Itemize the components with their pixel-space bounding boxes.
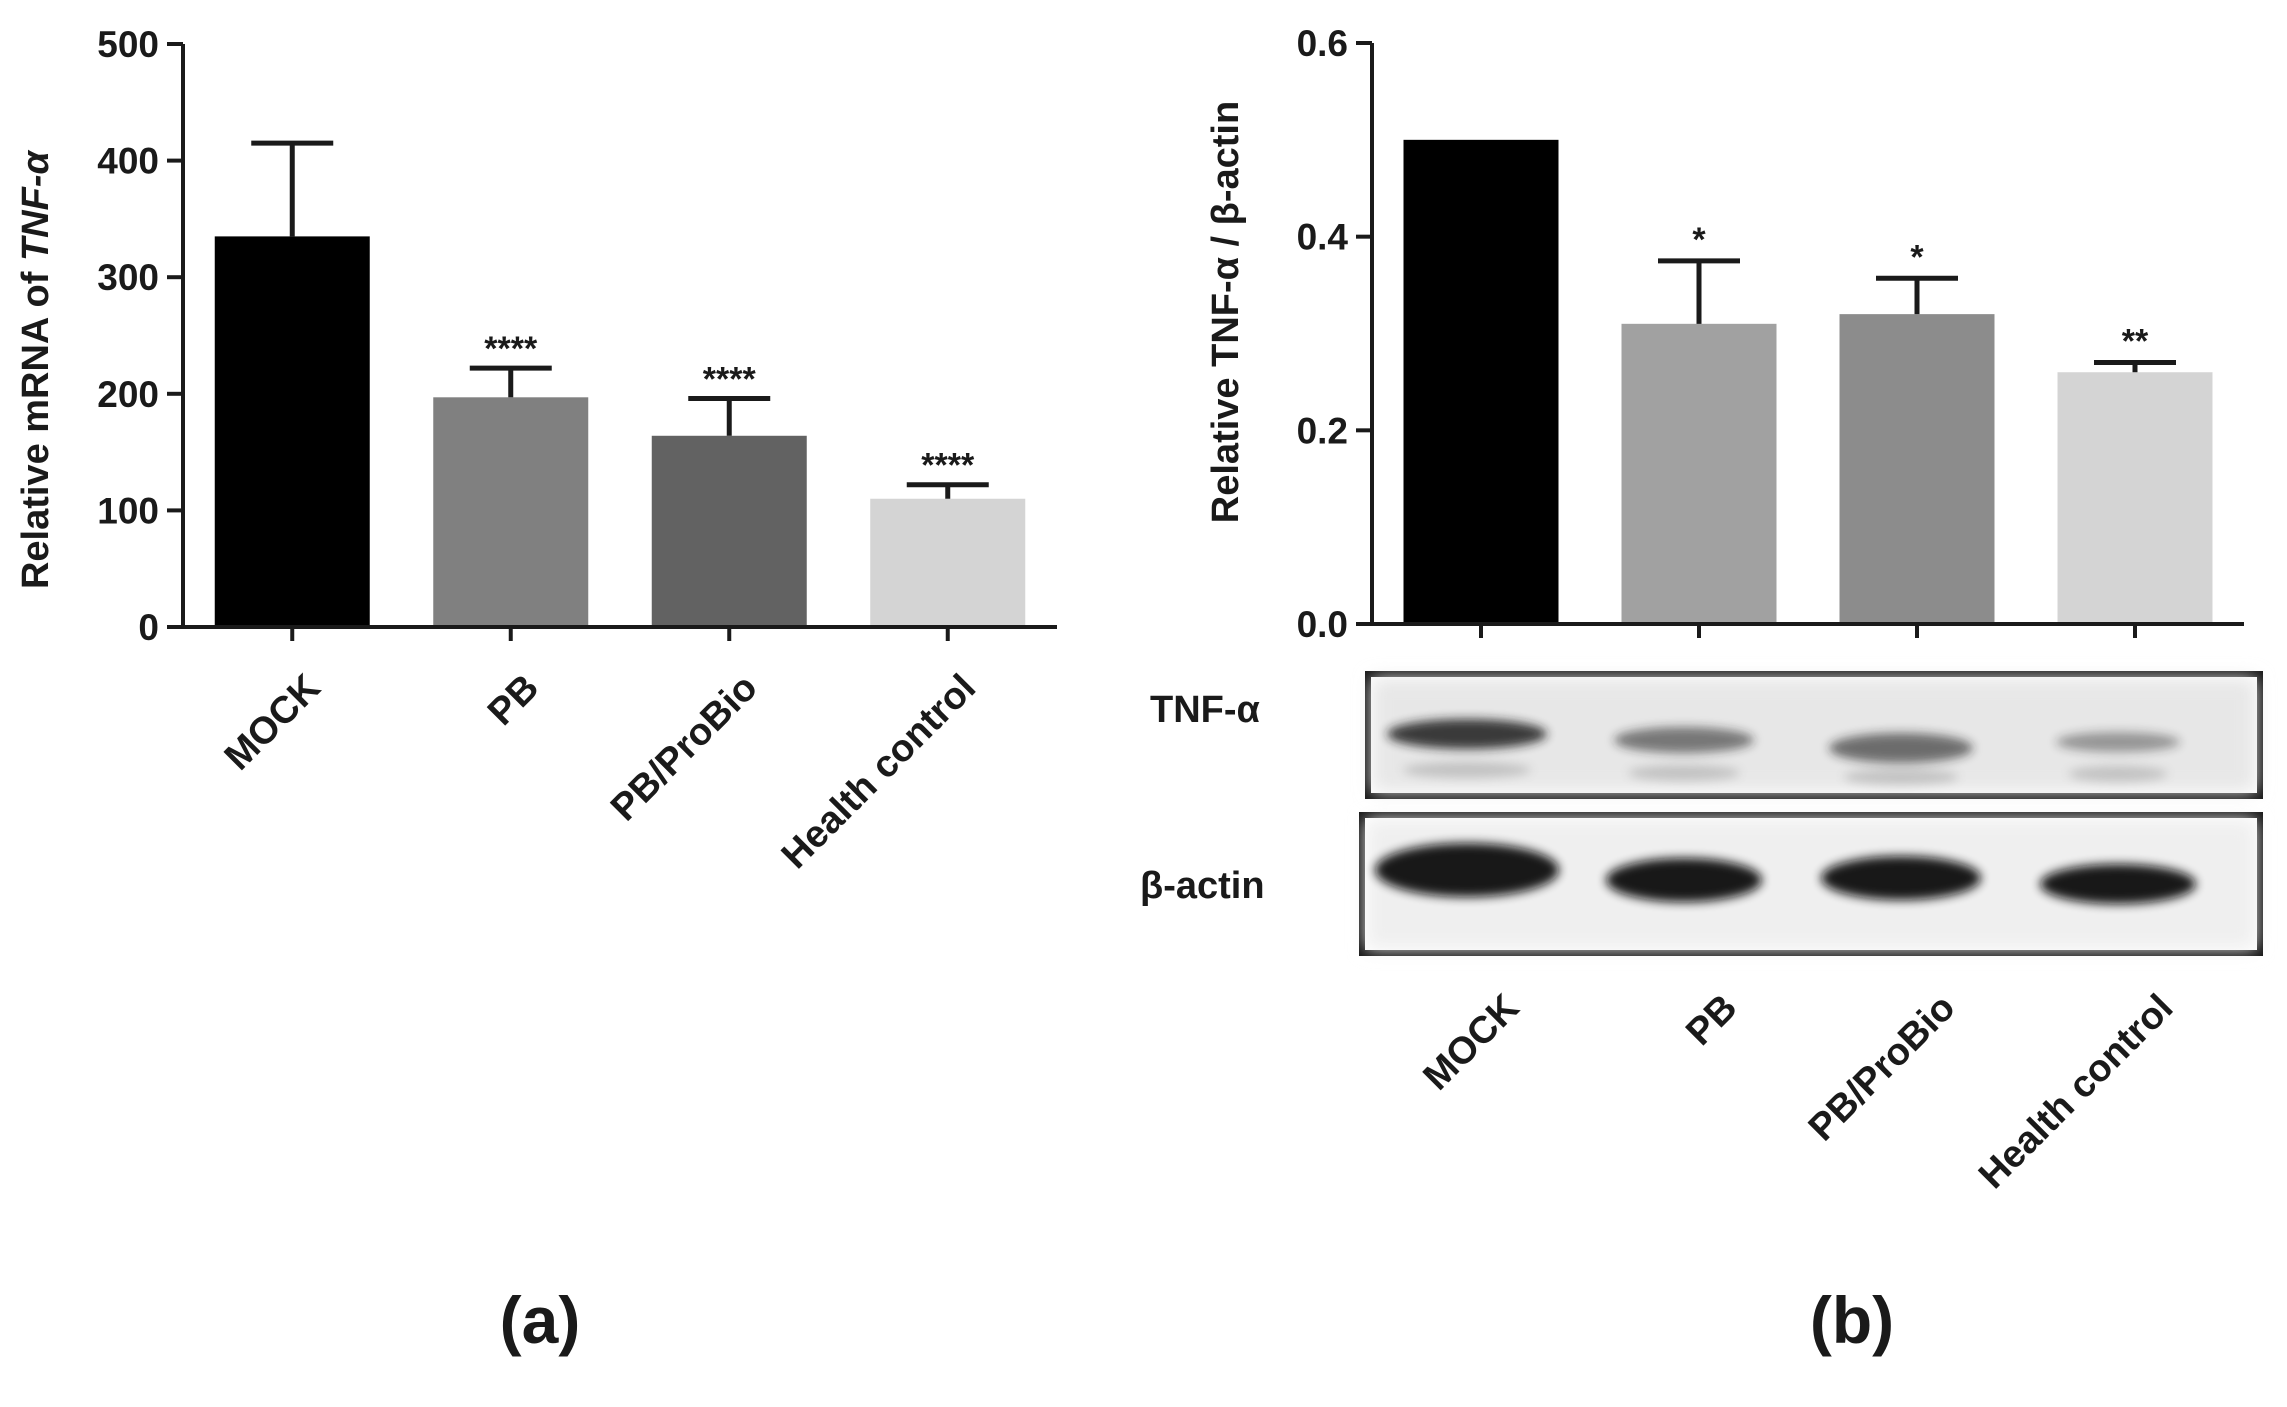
panel-a-y-tick-label-5: 500 <box>97 24 159 65</box>
panel-b-category-labels: MOCK PB PB/ProBio Health control <box>1416 986 2182 1197</box>
panel-a-y-tick-label-0: 0 <box>138 607 159 648</box>
panel-b-y-tick-label-2: 0.4 <box>1297 217 1349 258</box>
panel-a-y-axis-label-plain: Relative mRNA of <box>15 261 57 589</box>
panel-a-y-tick-label-3: 300 <box>97 257 159 298</box>
blot-band-tnf-faint-3 <box>2068 766 2168 782</box>
panel-b-error-bars <box>1658 258 2176 373</box>
panel-a-bar-1 <box>433 397 589 627</box>
panel-a-y-tick-label-4: 400 <box>97 141 159 182</box>
blot-band-actin-1 <box>1606 858 1762 902</box>
panel-a-bar-3 <box>870 498 1026 627</box>
panel-a-category-label-0: MOCK <box>217 666 329 778</box>
panel-a-bar-2 <box>651 435 807 627</box>
blot-bands-actin <box>1366 819 2256 949</box>
panel-b-bar-0 <box>1403 139 1559 625</box>
western-blot: TNF-α β-actin <box>1140 671 2263 956</box>
panel-b-y-tick-label-0: 0.0 <box>1297 604 1348 645</box>
panel-b-category-label-2: PB/ProBio <box>1801 987 1964 1150</box>
panel-b-bars <box>1403 139 2213 625</box>
blot-band-tnf-1 <box>1614 727 1754 753</box>
panel-b-bar-1 <box>1621 323 1777 624</box>
panel-b-bar-3 <box>2057 372 2213 624</box>
blot-label-tnf: TNF-α <box>1150 689 1260 731</box>
panel-a-error-bars <box>251 140 989 499</box>
panel-b-bar-2 <box>1839 314 1995 624</box>
panel-a-significance-1: **** <box>484 330 538 368</box>
panel-b-category-label-0: MOCK <box>1416 986 1528 1098</box>
panel-b-axes <box>1370 43 2244 638</box>
panel-a-category-labels: MOCK PB PB/ProBio Health control <box>217 666 984 877</box>
panel-a-bar-0 <box>214 236 370 627</box>
panel-b-category-label-1: PB <box>1678 987 1745 1054</box>
panel-a-significance-2: **** <box>703 360 757 398</box>
blot-band-tnf-faint-0 <box>1403 762 1531 778</box>
panel-a-category-label-1: PB <box>480 667 547 734</box>
panel-a-y-tick-label-2: 200 <box>97 374 159 415</box>
panel-b-y-axis-label: Relative TNF-α / β-actin <box>1205 101 1247 523</box>
blot-band-actin-0 <box>1375 843 1559 897</box>
blot-band-tnf-faint-2 <box>1843 769 1959 785</box>
blot-bands-tnf <box>1372 678 2256 792</box>
panel-b-significance-2: * <box>1910 238 1924 276</box>
panel-a-category-label-2: PB/ProBio <box>603 667 766 830</box>
panel-b-significance-3: ** <box>2122 323 2149 361</box>
panel-b-y-tick-label-1: 0.2 <box>1297 410 1348 451</box>
panel-b-y-ticks: 0.0 0.2 0.4 0.6 <box>1297 23 1372 645</box>
panel-a-y-axis-label: Relative mRNA of TNF-α <box>15 150 57 590</box>
panel-b-y-tick-label-3: 0.6 <box>1297 23 1348 64</box>
panel-b-label: (b) <box>1810 1283 1894 1357</box>
panel-a-label: (a) <box>500 1283 581 1357</box>
panel-b-bar-chart: * *** 0.00.20.40.6 Relative TNF-α / β-act… <box>1140 23 2263 1357</box>
blot-band-tnf-0 <box>1387 719 1547 749</box>
panel-a-y-tick-label-1: 100 <box>97 490 159 531</box>
blot-band-tnf-faint-1 <box>1628 765 1740 781</box>
panel-a-category-label-3: Health control <box>774 667 984 877</box>
panel-a-bar-chart: **** **** **** 0 100 200 300 400 500 MOCK PB PB/P… <box>15 24 1057 1357</box>
blot-band-tnf-2 <box>1829 733 1973 763</box>
blot-band-tnf-3 <box>2056 732 2180 752</box>
panel-b-significance-marks: * *** <box>1692 221 2149 361</box>
panel-b-significance-1: * <box>1692 221 1706 259</box>
panel-a-y-ticks: 0 100 200 300 400 500 <box>97 24 183 648</box>
panel-a-bars <box>214 236 1026 627</box>
panel-b-category-label-3: Health control <box>1971 987 2181 1197</box>
panel-a-significance-marks: **** **** **** <box>484 330 975 485</box>
panel-a-axes <box>181 44 1057 641</box>
blot-band-actin-3 <box>2040 864 2196 904</box>
blot-band-actin-2 <box>1821 856 1981 900</box>
panel-a-y-axis-label-italic: TNF-α <box>15 150 57 262</box>
panel-a-significance-3: **** <box>921 447 975 485</box>
blot-label-actin: β-actin <box>1140 865 1265 907</box>
